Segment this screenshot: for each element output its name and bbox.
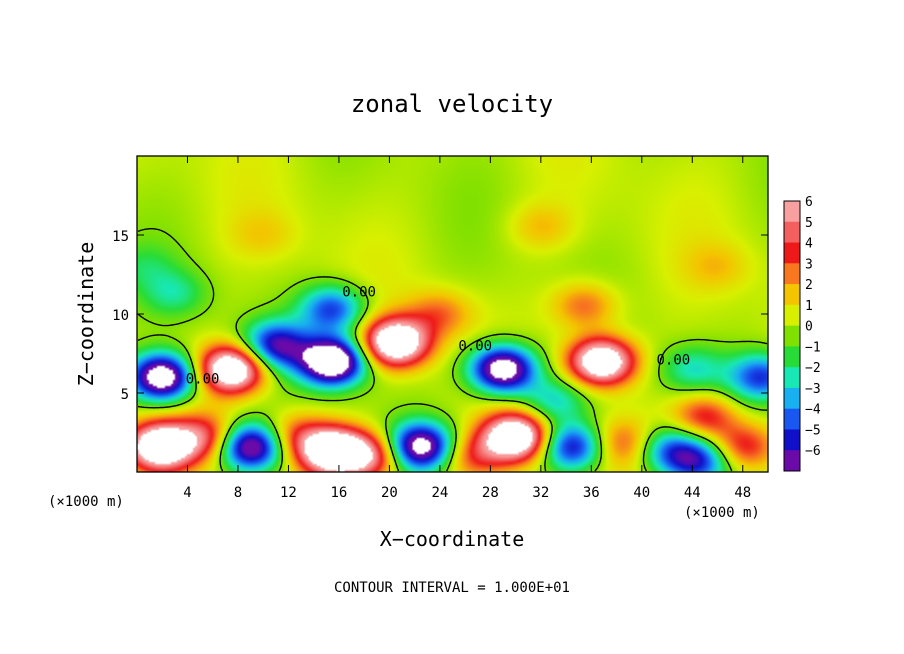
colorbar-swatch: [784, 346, 800, 368]
colorbar: 6 5 4 3 2 1 0 −1 −2 −3 −4 −5 −6: [783, 195, 821, 472]
y-axis-ticks: 5 10 15: [112, 229, 768, 403]
contour-label: 0.00: [342, 285, 376, 301]
colorbar-swatch: [784, 408, 800, 430]
colorbar-swatch: [784, 242, 800, 264]
x-tick-label: 32: [532, 485, 549, 501]
colorbar-frame: [783, 200, 801, 472]
colorbar-label: 1: [805, 299, 813, 314]
y-axis-label: Z−coordinate: [74, 242, 98, 387]
x-unit-right: (×1000 m): [684, 505, 760, 521]
contour-label: 0.00: [186, 372, 220, 388]
colorbar-label: −6: [805, 444, 821, 459]
colorbar-swatch: [784, 429, 800, 451]
colorbar-label: −2: [805, 361, 821, 376]
x-tick-label: 24: [431, 485, 448, 501]
x-tick-label: 8: [234, 485, 242, 501]
contour-label: 0.00: [458, 338, 492, 354]
chart-title: zonal velocity: [351, 90, 553, 118]
colorbar-label: 4: [805, 237, 813, 252]
colorbar-swatch: [784, 221, 800, 244]
x-tick-label: 40: [633, 485, 650, 501]
x-tick-label: 44: [684, 485, 701, 501]
colorbar-label: 5: [805, 216, 813, 231]
x-tick-label: 4: [183, 485, 191, 501]
contour-label: 0.00: [656, 353, 690, 369]
zero-contour: [137, 228, 768, 472]
colorbar-label: −4: [805, 403, 821, 418]
x-tick-label: 12: [280, 485, 297, 501]
colorbar-label: 3: [805, 257, 813, 272]
x-axis-label: X−coordinate: [380, 527, 525, 551]
x-tick-label: 28: [482, 485, 499, 501]
colorbar-swatch: [784, 201, 800, 223]
plot-area: 0.00 0.00 0.00 0.00: [136, 155, 769, 473]
colorbar-swatch: [784, 284, 800, 306]
y-tick-label: 15: [112, 229, 129, 245]
colorbar-label: 6: [805, 195, 813, 210]
colorbar-swatch: [784, 450, 800, 472]
x-unit-left: (×1000 m): [48, 494, 124, 510]
x-tick-label: 20: [381, 485, 398, 501]
colorbar-swatch: [784, 263, 800, 285]
colorbar-label: 2: [805, 278, 813, 293]
colorbar-swatch: [784, 304, 800, 327]
colorbar-swatch: [784, 325, 800, 347]
x-tick-label: 36: [583, 485, 600, 501]
contour-interval-note: CONTOUR INTERVAL = 1.000E+01: [334, 580, 570, 596]
x-tick-label: 48: [734, 485, 751, 501]
colorbar-swatch: [784, 367, 800, 389]
x-tick-label: 16: [330, 485, 347, 501]
zero-contour-lines: [137, 228, 768, 472]
colorbar-label: −3: [805, 382, 821, 397]
colorbar-label: −1: [805, 340, 821, 355]
colorbar-swatch: [784, 387, 800, 410]
colorbar-label: −5: [805, 423, 821, 438]
contour-labels: 0.00 0.00 0.00 0.00: [186, 285, 690, 388]
y-tick-label: 5: [121, 387, 129, 403]
x-axis-ticks: 4 8 12 16 20 24 28 32 36 40 44 48: [183, 156, 751, 501]
colorbar-label: 0: [805, 320, 813, 335]
y-tick-label: 10: [112, 308, 129, 324]
